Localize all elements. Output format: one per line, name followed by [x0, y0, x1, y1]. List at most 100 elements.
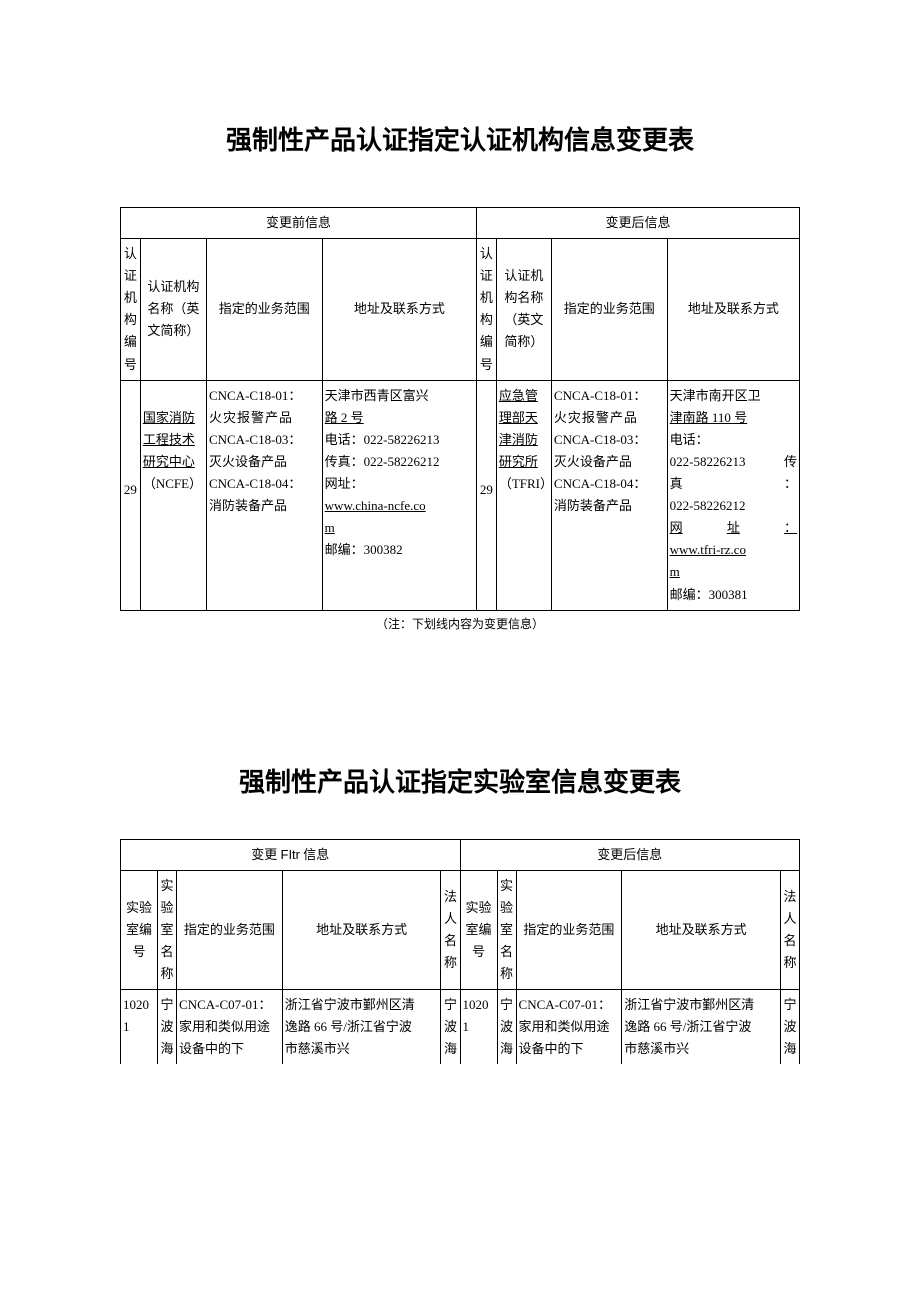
a-addr-6: 022-58226212	[670, 498, 746, 513]
b-scope-2: 火灾报警产品	[209, 410, 293, 425]
b-addr-4: 传真：022-58226212	[325, 454, 440, 469]
t2-a-legal-3: 海	[783, 1041, 796, 1056]
b-scope-3: CNCA-C18-03：	[209, 432, 301, 447]
t2-a-scope-1: CNCA-C07-01：	[519, 997, 611, 1012]
t2-bh-a: 变更	[251, 847, 277, 862]
a-addr: 天津市南开区卫 津南路 110 号 电话： 022-58226213传 真： 0…	[667, 380, 799, 610]
t2-col-a2: 实验室名称	[497, 870, 516, 989]
a-addr-4a: 022-58226213	[670, 451, 746, 473]
b-scope-1: CNCA-C18-01：	[209, 388, 301, 403]
t2-b-addr-1: 浙江省宁波市鄞州区清	[285, 997, 415, 1012]
a-name-3: 津消防	[499, 432, 538, 447]
a-addr-2: 津南路 110 号	[670, 410, 748, 425]
a-addr-5a: 真	[670, 473, 683, 495]
t2-col-b3: 指定的业务范围	[177, 870, 283, 989]
b-addr-8: 邮编：300382	[325, 542, 403, 557]
b-addr-1: 天津市西青区富兴	[325, 388, 429, 403]
a-scope-6: 消防装备产品	[554, 498, 632, 513]
a-name-4: 研究所	[499, 454, 538, 469]
a-id-val: 29	[480, 482, 493, 497]
t2-b-legal-1: 宁	[444, 997, 457, 1012]
t2-b-id: 10201	[121, 990, 158, 1065]
b-scope-6: 消防装备产品	[209, 498, 287, 513]
t2-b-scope-2: 家用和类似用途	[179, 1019, 270, 1034]
a-name-5: （TFRI）	[499, 476, 553, 491]
lab-table: 变更 FItr 信息 变更后信息 实验室编号 实验室名称 指定的业务范围 地址及…	[120, 839, 800, 1065]
t2-a-id: 10201	[460, 990, 497, 1065]
b-name-3: 研究中心	[143, 454, 195, 469]
t2-after-header: 变更后信息	[460, 839, 800, 870]
b-addr-5: 网址：	[325, 476, 364, 491]
t2-bh-b: FItr	[281, 847, 301, 862]
a-scope-4: 灭火设备产品	[554, 454, 632, 469]
t2-b-scope: CNCA-C07-01： 家用和类似用途 设备中的下	[177, 990, 283, 1065]
a-scope-2: 火灾报警产品	[554, 410, 638, 425]
t2-col-b2: 实验室名称	[158, 870, 177, 989]
col-b1: 认证机构编号	[121, 239, 141, 381]
t2-b-legal-3: 海	[444, 1041, 457, 1056]
t2-b-scope-3: 设备中的下	[179, 1041, 244, 1056]
b-addr-6: www.china-ncfe.co	[325, 498, 426, 513]
t2-col-b4: 地址及联系方式	[282, 870, 441, 989]
t2-a-scope-3: 设备中的下	[519, 1041, 584, 1056]
col-a3: 指定的业务范围	[551, 239, 667, 381]
t2-a-scope: CNCA-C07-01： 家用和类似用途 设备中的下	[516, 990, 622, 1065]
a-addr-9: m	[670, 564, 680, 579]
t2-bh-c: 信息	[303, 847, 329, 862]
a-addr-7c: ：	[784, 517, 797, 539]
t2-a-legal-1: 宁	[783, 997, 796, 1012]
t2-a-legal: 宁 波 海	[780, 990, 799, 1065]
after-header: 变更后信息	[476, 208, 799, 239]
t2-col-a4: 地址及联系方式	[622, 870, 781, 989]
t2-a-addr-2: 逸路 66 号/浙江省宁波	[624, 1019, 751, 1034]
b-scope-5: CNCA-C18-04：	[209, 476, 301, 491]
t2-a-name-1: 宁	[500, 997, 513, 1012]
t2-col-a3: 指定的业务范围	[516, 870, 622, 989]
t2-a-addr-1: 浙江省宁波市鄞州区清	[624, 997, 754, 1012]
t2-b-legal: 宁 波 海	[441, 990, 460, 1065]
b-scope-4: 灭火设备产品	[209, 454, 287, 469]
t2-a-name: 宁 波 海	[497, 990, 516, 1065]
page-title-2: 强制性产品认证指定实验室信息变更表	[120, 762, 800, 799]
col-a4: 地址及联系方式	[667, 239, 799, 381]
b-addr: 天津市西青区富兴 路 2 号 电话：022-58226213 传真：022-58…	[322, 380, 476, 610]
t2-col-a5: 法人名称	[780, 870, 799, 989]
a-addr-1: 天津市南开区卫	[670, 388, 761, 403]
t2-b-legal-2: 波	[444, 1019, 457, 1034]
b-addr-3: 电话：022-58226213	[325, 432, 440, 447]
col-b2: 认证机构名称（英文简称）	[140, 239, 206, 381]
b-name-4: （NCFE）	[143, 476, 202, 491]
before-header: 变更前信息	[121, 208, 477, 239]
t2-col-b5: 法人名称	[441, 870, 460, 989]
t2-b-name: 宁 波 海	[158, 990, 177, 1065]
b-name-2: 工程技术	[143, 432, 195, 447]
b-addr-7: m	[325, 520, 335, 535]
t2-b-addr-3: 市慈溪市兴	[285, 1041, 350, 1056]
col-b4: 地址及联系方式	[322, 239, 476, 381]
b-name: 国家消防 工程技术 研究中心 （NCFE）	[140, 380, 206, 610]
t2-b-name-2: 波	[161, 1019, 174, 1034]
a-name-1: 应急管	[499, 388, 538, 403]
b-id-val: 29	[124, 482, 137, 497]
a-scope-3: CNCA-C18-03：	[554, 432, 646, 447]
a-name: 应急管 理部天 津消防 研究所 （TFRI）	[496, 380, 551, 610]
col-b3: 指定的业务范围	[206, 239, 322, 381]
t2-b-name-3: 海	[161, 1041, 174, 1056]
t2-a-addr: 浙江省宁波市鄞州区清 逸路 66 号/浙江省宁波 市慈溪市兴	[622, 990, 781, 1065]
t2-col-a1: 实验室编号	[460, 870, 497, 989]
a-addr-8: www.tfri-rz.co	[670, 542, 746, 557]
t2-a-name-3: 海	[500, 1041, 513, 1056]
t2-a-scope-2: 家用和类似用途	[519, 1019, 610, 1034]
t2-before-header: 变更 FItr 信息	[121, 839, 461, 870]
a-addr-10: 邮编：300381	[670, 587, 748, 602]
cert-org-table: 变更前信息 变更后信息 认证机构编号 认证机构名称（英文简称） 指定的业务范围 …	[120, 207, 800, 611]
a-name-2: 理部天	[499, 410, 538, 425]
t2-b-name-1: 宁	[161, 997, 174, 1012]
b-name-1: 国家消防	[143, 410, 195, 425]
t2-a-legal-2: 波	[783, 1019, 796, 1034]
col-a2: 认证机构名称（英文简称）	[496, 239, 551, 381]
b-id: 29	[121, 380, 141, 610]
a-addr-7a: 网	[670, 517, 683, 539]
a-addr-7b: 址	[727, 517, 740, 539]
a-id: 29	[476, 380, 496, 610]
